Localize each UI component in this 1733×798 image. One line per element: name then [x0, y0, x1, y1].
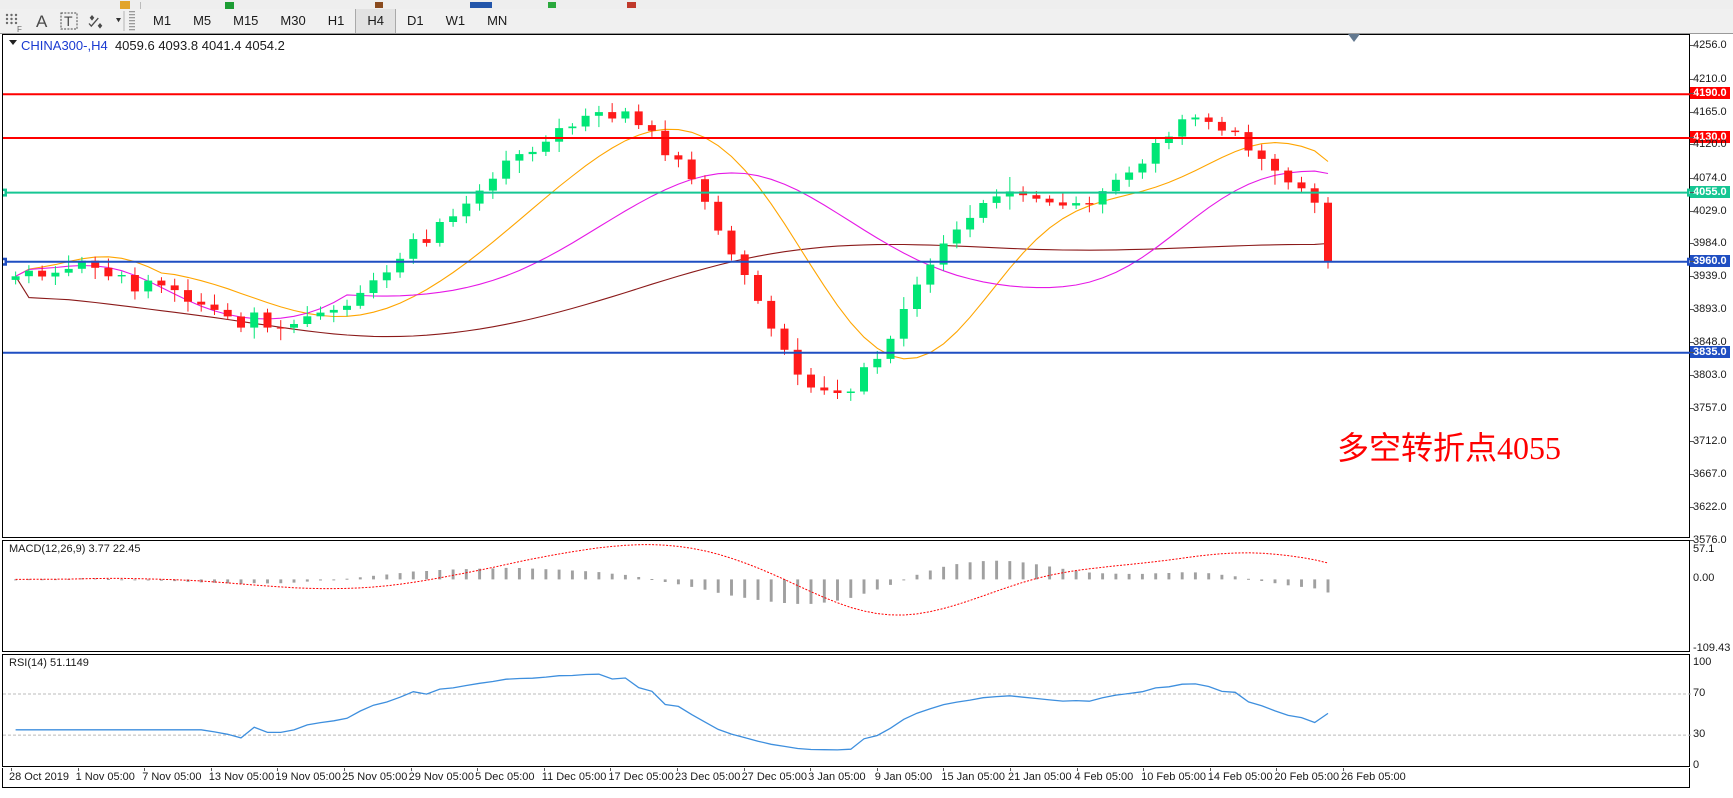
- svg-text:F: F: [17, 25, 22, 33]
- svg-text:A: A: [36, 12, 48, 31]
- svg-text:T: T: [64, 13, 73, 29]
